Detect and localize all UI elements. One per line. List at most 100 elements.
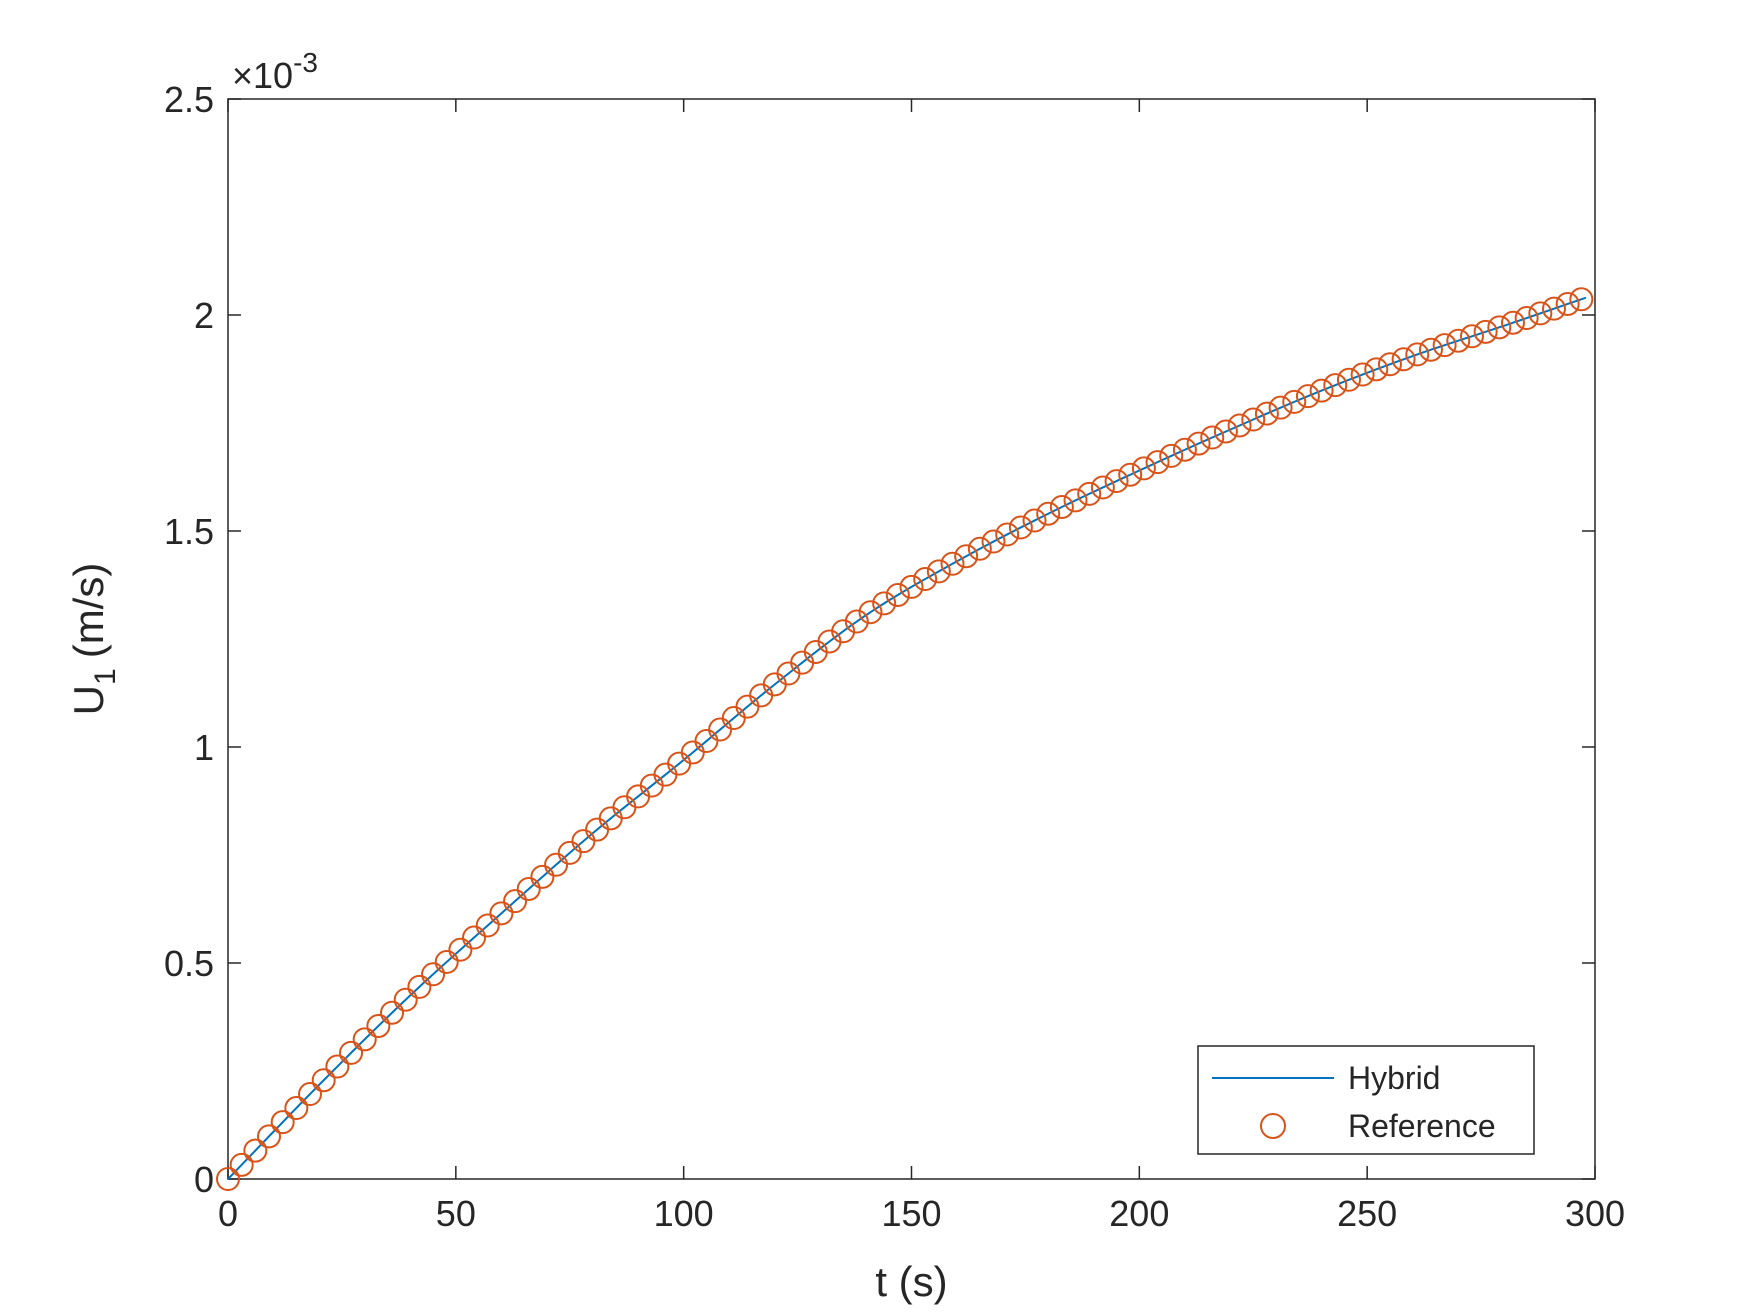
x-tick-label: 0 <box>218 1193 238 1234</box>
series-marker-reference <box>311 1068 336 1093</box>
series-marker-reference <box>1254 401 1279 426</box>
series-marker-reference <box>913 567 938 592</box>
series-marker-reference <box>325 1054 350 1079</box>
y-axis-exponent-base: ×10 <box>232 55 293 96</box>
y-axis-title: U1 (m/s) <box>65 563 122 716</box>
series-marker-reference <box>1118 462 1143 487</box>
series-marker-reference <box>926 559 951 584</box>
series-marker-reference <box>1446 328 1471 353</box>
series-marker-reference <box>1213 419 1238 444</box>
series-marker-reference <box>1036 501 1061 526</box>
series-marker-reference <box>1487 315 1512 340</box>
series-marker-reference <box>1131 456 1156 481</box>
series-marker-reference <box>844 609 869 634</box>
x-tick-label: 250 <box>1337 1193 1397 1234</box>
series-marker-reference <box>1350 362 1375 387</box>
series-marker-reference <box>298 1082 323 1107</box>
x-tick-label: 150 <box>881 1193 941 1234</box>
y-axis-exponent-power: -3 <box>293 47 318 78</box>
series-marker-reference <box>229 1152 254 1177</box>
series-marker-reference <box>1022 508 1047 533</box>
series-marker-reference <box>1323 373 1348 398</box>
x-tick-label: 100 <box>654 1193 714 1234</box>
series-marker-reference <box>257 1124 282 1149</box>
series-marker-reference <box>858 600 883 625</box>
series-marker-reference <box>1008 515 1033 540</box>
series-marker-reference <box>899 574 924 599</box>
series-marker-reference <box>557 840 582 865</box>
y-axis-title-unit: (m/s) <box>65 563 112 659</box>
series-marker-reference <box>352 1027 377 1052</box>
y-axis-title-main: U <box>65 685 112 715</box>
series-marker-reference <box>448 937 473 962</box>
legend: Hybrid Reference <box>1197 1045 1535 1155</box>
series-marker-reference <box>462 925 487 950</box>
series-marker-reference <box>1186 431 1211 456</box>
series-marker-reference <box>1459 324 1484 349</box>
axes <box>227 98 1596 1180</box>
series-marker-reference <box>1227 413 1252 438</box>
y-axis-title-subscript: 1 <box>89 668 122 685</box>
series-marker-reference <box>270 1110 295 1135</box>
series-marker-reference <box>1282 389 1307 414</box>
series-marker-reference <box>544 852 569 877</box>
series-marker-reference <box>1268 395 1293 420</box>
series-marker-reference <box>967 536 992 561</box>
series-marker-reference <box>1391 347 1416 372</box>
series-marker-reference <box>1555 291 1580 316</box>
series-marker-reference <box>1377 352 1402 377</box>
series-marker-reference <box>407 974 432 999</box>
series-marker-reference <box>489 901 514 926</box>
series-marker-reference <box>393 987 418 1012</box>
y-tick-label: 1 <box>194 727 214 768</box>
series-marker-reference <box>1500 310 1525 335</box>
series-marker-reference <box>1172 437 1197 462</box>
series-marker-reference <box>1514 306 1539 331</box>
series-marker-reference <box>1104 469 1129 494</box>
series-marker-reference <box>1090 475 1115 500</box>
series-marker-reference <box>1473 319 1498 344</box>
series-marker-reference <box>503 889 528 914</box>
series-marker-reference <box>243 1138 268 1163</box>
series-marker-reference <box>284 1096 309 1121</box>
series-marker-reference <box>1200 425 1225 450</box>
series-marker-reference <box>872 591 897 616</box>
series-marker-reference <box>1569 287 1594 312</box>
series-marker-reference <box>1295 384 1320 409</box>
series-marker-reference <box>216 1167 240 1191</box>
legend-marker-sample <box>1260 1113 1286 1139</box>
series-marker-reference <box>366 1013 391 1038</box>
series-marker-reference <box>885 582 910 607</box>
series-marker-reference <box>1528 301 1553 326</box>
series-marker-reference <box>981 529 1006 554</box>
x-tick-label: 200 <box>1109 1193 1169 1234</box>
series-marker-reference <box>516 876 541 901</box>
x-tick-label: 50 <box>436 1193 476 1234</box>
legend-label-hybrid: Hybrid <box>1348 1060 1440 1096</box>
x-tick-label: 300 <box>1565 1193 1625 1234</box>
y-tick-label: 2.5 <box>164 79 214 120</box>
series-marker-reference <box>1049 494 1074 519</box>
series-marker-reference <box>954 544 979 569</box>
series-marker-reference <box>1364 357 1389 382</box>
legend-box <box>1197 1045 1535 1155</box>
series-marker-reference <box>475 913 500 938</box>
axes-frame <box>227 98 1596 1180</box>
legend-label-reference: Reference <box>1348 1108 1496 1144</box>
y-axis-exponent: ×10-3 <box>232 47 318 96</box>
series-marker-reference <box>1418 337 1443 362</box>
series-marker-reference <box>1309 378 1334 403</box>
series-marker-reference <box>421 962 446 987</box>
series-marker-reference <box>940 551 965 576</box>
ticks: 0 50 100 150 200 250 300 0 0.5 1 1.5 2 2.5 <box>164 79 1625 1234</box>
series-marker-reference <box>1336 367 1361 392</box>
series-marker-reference <box>1077 481 1102 506</box>
series-marker-reference <box>995 522 1020 547</box>
y-tick-label: 2 <box>194 295 214 336</box>
series-marker-reference <box>339 1040 364 1065</box>
series <box>216 287 1594 1191</box>
series-marker-reference <box>1063 488 1088 513</box>
series-marker-reference <box>434 949 459 974</box>
series-marker-reference <box>530 864 555 889</box>
series-marker-reference <box>380 1000 405 1025</box>
